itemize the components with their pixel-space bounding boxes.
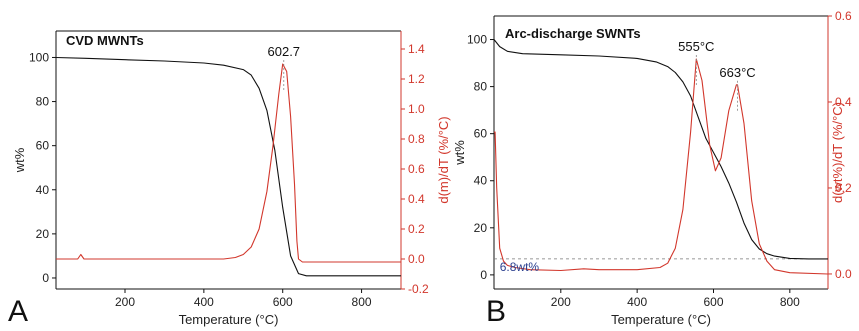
y2-tick-label: 0.0 xyxy=(408,252,425,266)
y2-tick-label: 1.4 xyxy=(408,42,425,56)
y2-tick-label: 1.2 xyxy=(408,72,425,86)
peak-annotation: 663°C xyxy=(719,65,755,80)
panel-letter: B xyxy=(486,295,506,328)
y-axis-label: wt% xyxy=(452,140,467,166)
y2-tick-label: -0.2 xyxy=(408,282,429,296)
y2-tick-label: 0.2 xyxy=(835,181,852,195)
y-axis-label: wt% xyxy=(12,147,27,173)
x-tick-label: 400 xyxy=(194,295,214,309)
plot-area xyxy=(494,39,828,275)
y2-tick-label: 0.4 xyxy=(835,95,852,109)
x-tick-label: 200 xyxy=(551,295,571,309)
y2-tick-label: 0.0 xyxy=(835,267,852,281)
y-tick-label: 100 xyxy=(467,33,487,47)
y-tick-label: 20 xyxy=(474,221,488,235)
plot-area xyxy=(56,56,401,277)
x-tick-label: 600 xyxy=(703,295,723,309)
peak-annotation: 6.8wt% xyxy=(500,260,540,274)
panel-letter: A xyxy=(8,295,28,328)
y-tick-label: 60 xyxy=(36,139,50,153)
weight-curve xyxy=(494,39,828,260)
y2-tick-label: 0.8 xyxy=(408,132,425,146)
x-axis-label: Temperature (°C) xyxy=(179,312,279,327)
y2-tick-label: 1.0 xyxy=(408,102,425,116)
x-tick-label: 800 xyxy=(352,295,372,309)
chart-title: Arc-discharge SWNTs xyxy=(505,26,641,41)
x-tick-label: 600 xyxy=(273,295,293,309)
derivative-curve xyxy=(494,58,828,275)
y-tick-label: 40 xyxy=(474,174,488,188)
x-tick-label: 400 xyxy=(627,295,647,309)
y2-tick-label: 0.2 xyxy=(408,222,425,236)
x-tick-label: 800 xyxy=(780,295,800,309)
y2-axis-label: d(m)/dT (%/°C) xyxy=(436,116,451,203)
weight-curve xyxy=(56,56,401,277)
chart-panel-1: 200 400 600 800 0 20 40 60 80 100 0.0 0.2 0.4 0.6 Temp… xyxy=(452,9,852,328)
y-tick-label: 80 xyxy=(474,80,488,94)
y-tick-label: 80 xyxy=(36,95,50,109)
y-tick-label: 0 xyxy=(480,268,487,282)
x-axis-label: Temperature (°C) xyxy=(611,312,711,327)
y2-axis-label: d(wt%)/dT (%/°C) xyxy=(830,102,845,203)
y2-tick-label: 0.6 xyxy=(408,162,425,176)
y2-tick-label: 0.6 xyxy=(835,9,852,23)
y-tick-label: 40 xyxy=(36,183,50,197)
y-tick-label: 100 xyxy=(29,50,49,64)
chart-title: CVD MWNTs xyxy=(66,33,144,48)
peak-annotation: 602.7 xyxy=(268,44,301,59)
derivative-curve xyxy=(56,63,401,263)
y-tick-label: 20 xyxy=(36,227,50,241)
peak-annotation: 555°C xyxy=(678,39,714,54)
y-tick-label: 60 xyxy=(474,127,488,141)
chart-panel-0: 200 400 600 800 0 20 40 60 80 100 -0.2 0.0 0.2 0.4 0.6… xyxy=(8,30,451,328)
y2-tick-label: 0.4 xyxy=(408,192,425,206)
y-tick-label: 0 xyxy=(42,271,49,285)
x-tick-label: 200 xyxy=(115,295,135,309)
